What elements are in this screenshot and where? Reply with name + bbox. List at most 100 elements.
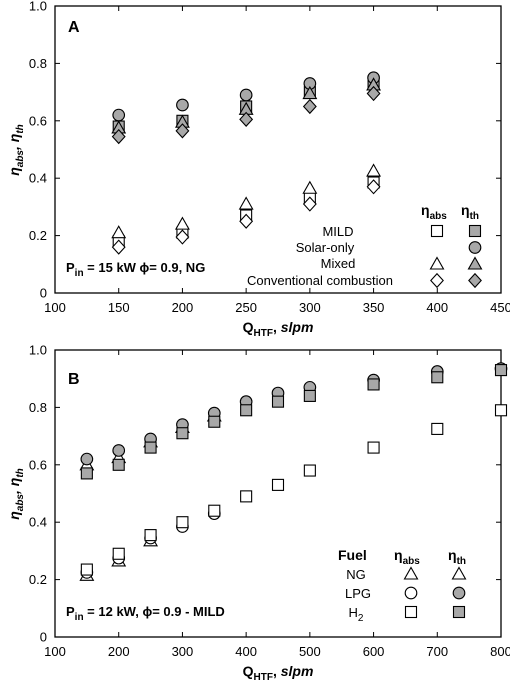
x-tick-label: 800 bbox=[490, 644, 510, 659]
panel-b: 100 200 300 400 500 600 700 800 0 0.2 0.4 0.6 0.8 1.… bbox=[6, 343, 510, 681]
x-tick-label: 400 bbox=[426, 300, 448, 315]
x-axis-title-main-a: Q bbox=[243, 319, 254, 335]
x-tick-label: 100 bbox=[44, 300, 66, 315]
y-axis-title-b: ηabs, ηth bbox=[6, 468, 26, 520]
legend-marker-h-th bbox=[452, 605, 466, 619]
y-tick-label: 1.0 bbox=[29, 343, 47, 358]
x-axis-title-sub-a: HTF bbox=[253, 328, 272, 339]
panel-a: 100 150 200 250 300 350 400 450 0 0.2 0.4 0.6 0.8 1.… bbox=[6, 0, 510, 339]
point-mixed-eta-th-300 bbox=[302, 85, 318, 100]
y-tick-label: 0.6 bbox=[29, 113, 47, 128]
point-h2-eta-th-200 bbox=[112, 458, 125, 471]
legend-a-label-conventional: Conventional combustion bbox=[247, 273, 393, 288]
point-h2-eta-th-400 bbox=[240, 404, 253, 417]
y-tick-label: 1.0 bbox=[29, 0, 47, 14]
x-axis-title-unit-a: slpm bbox=[281, 319, 314, 335]
x-tick-label: 400 bbox=[235, 644, 257, 659]
point-h2-eta-th-250 bbox=[144, 441, 157, 454]
x-tick-label: 200 bbox=[108, 644, 130, 659]
point-mixed-eta-abs-200 bbox=[174, 216, 190, 230]
point-h2-eta-abs-350 bbox=[208, 504, 221, 517]
x-tick-label: 100 bbox=[44, 644, 66, 659]
point-h2-eta-abs-150 bbox=[80, 563, 93, 576]
point-h2-eta-abs-600 bbox=[367, 441, 380, 454]
point-h2-eta-th-700 bbox=[431, 371, 444, 384]
point-h2-eta-th-600 bbox=[367, 378, 380, 391]
legend-b: Fuel ηabs ηth NG LPG H2 bbox=[338, 547, 467, 624]
point-solar-only-eta-th-200 bbox=[176, 98, 189, 112]
y-tick-label: 0.8 bbox=[29, 400, 47, 415]
y-tick-label: 0 bbox=[40, 630, 47, 645]
legend-marker-conventional-combustion-abs bbox=[430, 272, 444, 289]
point-mixed-eta-abs-350 bbox=[366, 163, 382, 177]
legend-b-markers bbox=[403, 566, 467, 619]
legend-a-header-abs: ηabs bbox=[421, 202, 447, 222]
y-axis-title-a: ηabs, ηth bbox=[6, 124, 26, 176]
legend-marker-mild-abs bbox=[430, 224, 444, 238]
legend-b-label-ng: NG bbox=[346, 567, 366, 582]
legend-a-label-mild: MILD bbox=[322, 224, 353, 239]
point-conventional-combustion-eta-abs-200 bbox=[175, 229, 190, 245]
x-axis-title-main-b: Q bbox=[243, 663, 254, 679]
point-conventional-combustion-eta-abs-300 bbox=[302, 196, 317, 212]
legend-marker-ng-th bbox=[451, 566, 467, 580]
point-h2-eta-th-800 bbox=[494, 364, 508, 377]
x-axis-title-b: QHTF, slpm bbox=[243, 663, 314, 681]
point-h2-eta-abs-250 bbox=[144, 529, 157, 542]
point-h2-eta-abs-700 bbox=[431, 422, 444, 435]
point-h2-eta-abs-800 bbox=[494, 404, 508, 417]
legend-marker-conventional-combustion-th bbox=[468, 272, 482, 289]
point-h2-eta-abs-200 bbox=[112, 547, 125, 560]
legend-marker-lpg-abs bbox=[404, 586, 418, 600]
x-axis-title-unit-b: slpm bbox=[281, 663, 314, 679]
y-tick-label: 0.8 bbox=[29, 56, 47, 71]
point-conventional-combustion-eta-th-250 bbox=[239, 111, 254, 127]
y-tick-labels-b: 0 0.2 0.4 0.6 0.8 1.0 bbox=[29, 343, 47, 645]
point-h2-eta-th-150 bbox=[80, 467, 93, 480]
x-tick-label: 600 bbox=[363, 644, 385, 659]
point-conventional-combustion-eta-th-150 bbox=[111, 128, 126, 145]
legend-marker-lpg-th bbox=[452, 586, 466, 600]
plot-frame-b bbox=[54, 349, 502, 638]
point-h2-eta-th-450 bbox=[271, 395, 285, 408]
point-mixed-eta-abs-250 bbox=[238, 196, 254, 210]
point-lpg-eta-th-150 bbox=[80, 452, 94, 466]
legend-marker-mild-th bbox=[468, 224, 482, 238]
legend-marker-ng-abs bbox=[403, 566, 419, 580]
legend-b-label-h2: H2 bbox=[349, 605, 364, 624]
point-h2-eta-th-350 bbox=[208, 415, 221, 428]
data-marks-a bbox=[111, 71, 382, 255]
panel-label-b: B bbox=[68, 371, 80, 388]
panel-label-a: A bbox=[68, 19, 80, 36]
legend-marker-solar-only-th bbox=[468, 241, 482, 254]
x-tick-label: 250 bbox=[235, 300, 257, 315]
point-solar-only-eta-th-250 bbox=[239, 88, 253, 102]
annotation-b: Pin = 12 kW, ϕ= 0.9 - MILD bbox=[66, 604, 225, 623]
y-tick-label: 0.2 bbox=[29, 572, 47, 587]
y-tick-label: 0.2 bbox=[29, 228, 47, 243]
point-mixed-eta-abs-300 bbox=[302, 180, 318, 194]
point-mixed-eta-abs-150 bbox=[111, 225, 127, 239]
plot-frame-a bbox=[54, 5, 502, 294]
point-conventional-combustion-eta-th-350 bbox=[366, 85, 381, 102]
x-tick-label: 300 bbox=[172, 644, 194, 659]
legend-b-header-abs: ηabs bbox=[394, 547, 420, 567]
legend-marker-mixed-th bbox=[467, 256, 483, 270]
point-h2-eta-abs-400 bbox=[240, 490, 253, 503]
annotation-a: Pin = 15 kW ϕ= 0.9, NG bbox=[66, 260, 205, 279]
point-conventional-combustion-eta-abs-350 bbox=[366, 179, 381, 195]
y-tick-label: 0.4 bbox=[29, 515, 47, 530]
legend-a: ηabs ηth MILD Solar-only Mixed Conventio… bbox=[247, 202, 483, 289]
y-tick-labels-a: 0 0.2 0.4 0.6 0.8 1.0 bbox=[29, 0, 47, 301]
x-tick-label: 700 bbox=[426, 644, 448, 659]
legend-a-markers bbox=[429, 224, 483, 289]
x-tick-label: 150 bbox=[108, 300, 130, 315]
y-tick-label: 0.6 bbox=[29, 457, 47, 472]
point-h2-eta-abs-500 bbox=[303, 464, 316, 477]
point-conventional-combustion-eta-abs-150 bbox=[111, 239, 126, 255]
point-conventional-combustion-eta-abs-250 bbox=[239, 213, 254, 229]
x-tick-label: 200 bbox=[172, 300, 194, 315]
x-tick-label: 500 bbox=[299, 644, 321, 659]
x-tick-labels-a: 100 150 200 250 300 350 400 450 bbox=[44, 300, 510, 315]
